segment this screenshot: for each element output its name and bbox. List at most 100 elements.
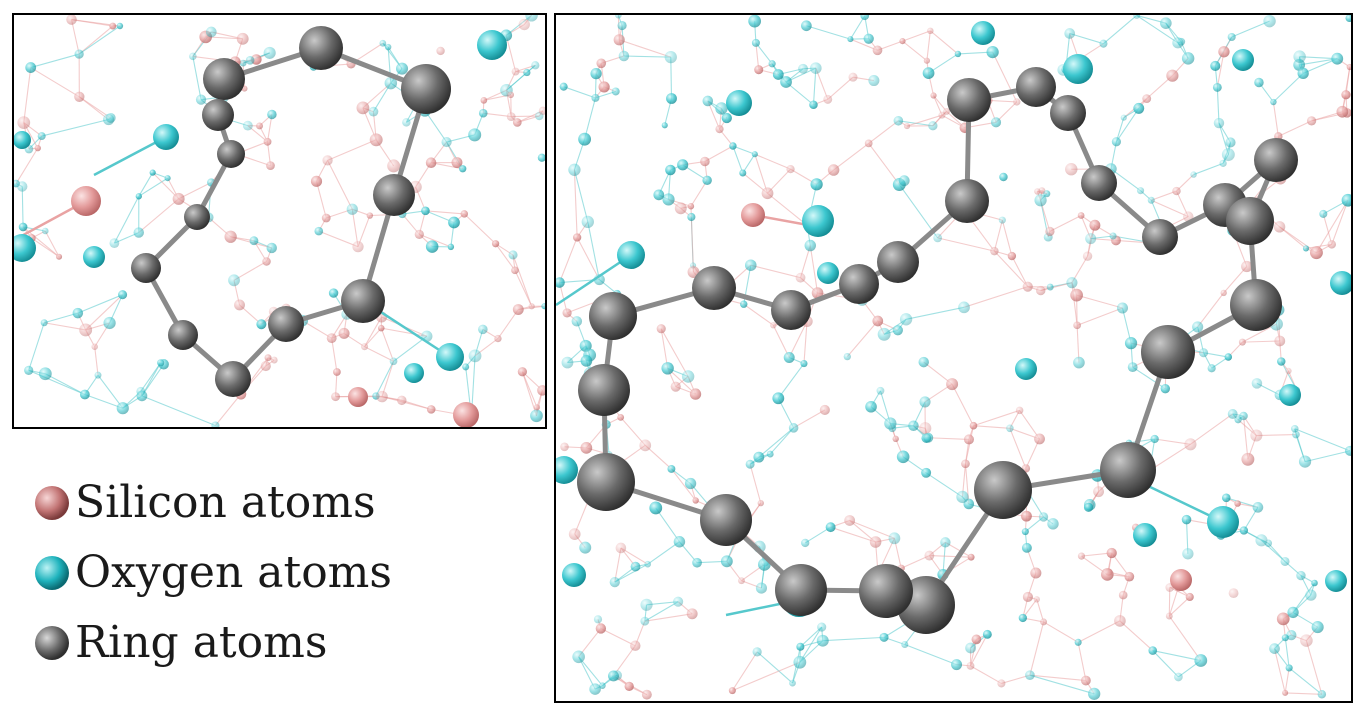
- oxygen-atom: [593, 615, 603, 624]
- oxygen-atom: [1136, 187, 1145, 195]
- oxygen-atom: [1232, 49, 1254, 71]
- silicon-atom: [109, 22, 117, 30]
- silicon-atom: [1093, 486, 1105, 498]
- silicon-atom: [1285, 367, 1292, 375]
- silicon-atom: [1021, 510, 1032, 522]
- oxygen-atom: [816, 634, 829, 647]
- silicon-atom: [1082, 251, 1093, 261]
- silicon-atom: [827, 164, 840, 176]
- ring-atom: [1081, 165, 1117, 201]
- silicon-atom: [426, 405, 436, 414]
- legend-label-silicon: Silicon atoms: [75, 477, 376, 528]
- silicon-atom: [689, 388, 702, 400]
- oxygen-atom: [1147, 196, 1155, 204]
- silicon-atom: [480, 97, 488, 104]
- oxygen-atom: [609, 576, 620, 588]
- oxygen-atom: [245, 56, 255, 65]
- oxygen-atom: [729, 142, 737, 150]
- silicon-atom: [1184, 438, 1197, 451]
- oxygen-atom: [1207, 364, 1216, 373]
- silicon-atom: [460, 210, 469, 218]
- oxygen-atom: [1292, 430, 1300, 439]
- silicon-atom: [1114, 615, 1126, 627]
- left-zoom-panel: [12, 13, 547, 429]
- oxygen-atom: [103, 316, 116, 330]
- oxygen-atom: [865, 400, 877, 413]
- silicon-atom: [946, 378, 959, 391]
- background-atoms: [556, 15, 1351, 700]
- oxygen-atom: [893, 116, 904, 126]
- oxygen-atom: [267, 109, 277, 120]
- silicon-atom: [1241, 260, 1253, 273]
- silicon-atom: [568, 528, 581, 540]
- oxygen-atom: [999, 172, 1008, 182]
- silicon-atom: [963, 434, 974, 445]
- oxygen-atom: [661, 362, 674, 375]
- oxygen-atom: [1287, 606, 1299, 619]
- oxygen-atom: [702, 175, 712, 186]
- silicon-atom: [872, 315, 884, 327]
- silicon-atom: [537, 385, 545, 396]
- oxygen-atom: [1254, 77, 1264, 88]
- oxygen-atom: [1160, 17, 1172, 29]
- oxygen-atom: [1293, 50, 1306, 63]
- oxygen-atom: [720, 555, 733, 568]
- oxygen-atom: [79, 389, 90, 400]
- oxygen-atom: [1046, 283, 1054, 291]
- oxygen-atom: [1015, 358, 1037, 380]
- oxygen-atom: [25, 62, 37, 73]
- silicon-atom: [356, 101, 370, 115]
- oxygen-atom: [664, 51, 677, 64]
- silicon-atom: [1250, 429, 1263, 442]
- silicon-atom: [1300, 634, 1313, 647]
- silicon-atom: [264, 354, 272, 362]
- oxygen-atom: [922, 67, 935, 79]
- oxygen-atom: [468, 349, 482, 363]
- silicon-atom: [453, 402, 479, 427]
- oxygen-atom: [118, 290, 128, 300]
- oxygen-atom: [389, 357, 398, 366]
- oxygen-atom: [1181, 52, 1195, 65]
- silicon-atom: [630, 640, 641, 651]
- oxygen-atom: [384, 76, 398, 90]
- oxygen-atom: [579, 541, 592, 554]
- oxygen-atom: [884, 417, 897, 430]
- oxygen-atom: [702, 95, 714, 107]
- oxygen-atom: [1252, 502, 1264, 513]
- silicon-atom-icon: [35, 486, 69, 520]
- oxygen-atom: [37, 132, 46, 141]
- oxygen-atom: [530, 409, 543, 423]
- silicon-atom: [263, 137, 272, 146]
- oxygen-atom: [783, 352, 795, 363]
- oxygen-atom: [715, 102, 728, 115]
- oxygen-atom: [116, 402, 129, 415]
- oxygen-atom: [768, 60, 776, 68]
- oxygen-atom: [667, 465, 676, 473]
- oxygen-atom: [1148, 646, 1158, 655]
- oxygen-atom: [753, 451, 765, 463]
- oxygen-atom: [802, 205, 834, 237]
- silicon-atom: [943, 108, 950, 115]
- ring-atom: [589, 292, 637, 340]
- oxygen-atom: [1088, 687, 1101, 700]
- silicon-atom: [1036, 285, 1046, 296]
- silicon-atom: [425, 157, 437, 168]
- silicon-atom: [321, 213, 331, 223]
- oxygen-atom: [242, 120, 253, 131]
- silicon-atom: [938, 111, 946, 119]
- silicon-atom: [1185, 592, 1194, 602]
- ring-atom: [131, 253, 161, 283]
- oxygen-atom: [436, 343, 464, 371]
- silicon-atom: [1274, 335, 1286, 347]
- oxygen-atom: [591, 93, 600, 102]
- oxygen-atom: [661, 122, 668, 129]
- oxygen-atom: [525, 15, 538, 22]
- silicon-atom: [872, 45, 883, 56]
- silicon-atom: [971, 634, 982, 645]
- silicon-atom: [1238, 338, 1246, 346]
- oxygen-atom: [1221, 493, 1231, 503]
- oxygen-atom: [755, 582, 767, 594]
- silicon-atom: [848, 72, 858, 82]
- oxygen-atom: [478, 324, 488, 335]
- oxygen-atom: [1120, 114, 1127, 121]
